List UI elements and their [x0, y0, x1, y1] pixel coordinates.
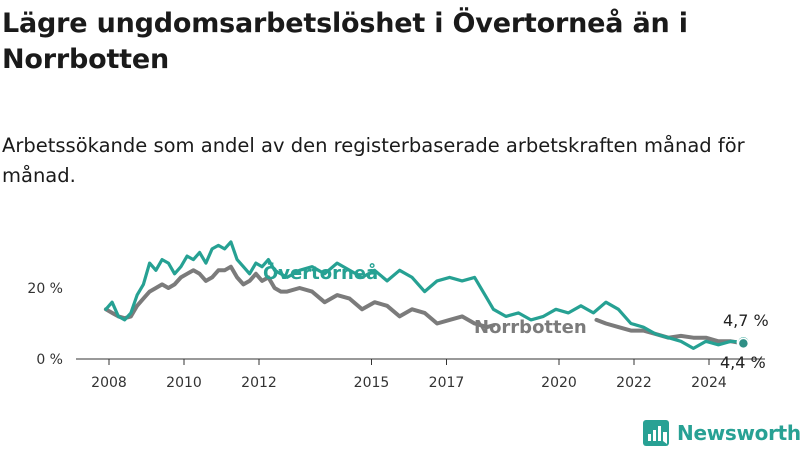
- series-line-overtornea: [104, 240, 745, 350]
- newsworthy-logo-icon: [643, 420, 669, 446]
- series-lines: [103, 240, 746, 350]
- x-tick-label: 2010: [166, 375, 202, 391]
- series-label-norrbotten: Norrbotten: [474, 317, 587, 338]
- brand-logo: Newsworthy: [643, 418, 800, 448]
- end-marker-norrbotten: [737, 337, 750, 350]
- end-label-norrbotten: 4,4 %: [720, 353, 766, 372]
- brand-name: Newsworthy: [677, 421, 800, 445]
- y-axis: 0 % 20 %: [27, 281, 63, 368]
- end-markers: [736, 335, 751, 350]
- x-tick-label: 2020: [541, 375, 577, 391]
- end-label-overtornea: 4,7 %: [723, 311, 769, 330]
- y-tick-label: 0 %: [36, 352, 63, 368]
- x-axis: 2008 2010 2012 2015 2017 2020 2022 2024: [91, 359, 727, 391]
- x-tick-label: 2008: [91, 375, 127, 391]
- x-tick-label: 2022: [616, 375, 652, 391]
- chart-subtitle: Arbetssökande som andel av den registerb…: [2, 134, 745, 187]
- x-tick-label: 2015: [354, 375, 390, 391]
- series-line-norrbotten: [594, 317, 746, 346]
- x-tick-label: 2017: [429, 375, 465, 391]
- y-tick-label: 20 %: [27, 281, 63, 297]
- series-label-overtornea: Övertorneå: [263, 262, 378, 284]
- x-tick-label: 2024: [691, 375, 727, 391]
- series-line-norrbotten: [103, 264, 496, 330]
- x-tick-label: 2012: [241, 375, 277, 391]
- chart-title: Lägre ungdomsarbetslöshet i Övertorneå ä…: [2, 8, 688, 75]
